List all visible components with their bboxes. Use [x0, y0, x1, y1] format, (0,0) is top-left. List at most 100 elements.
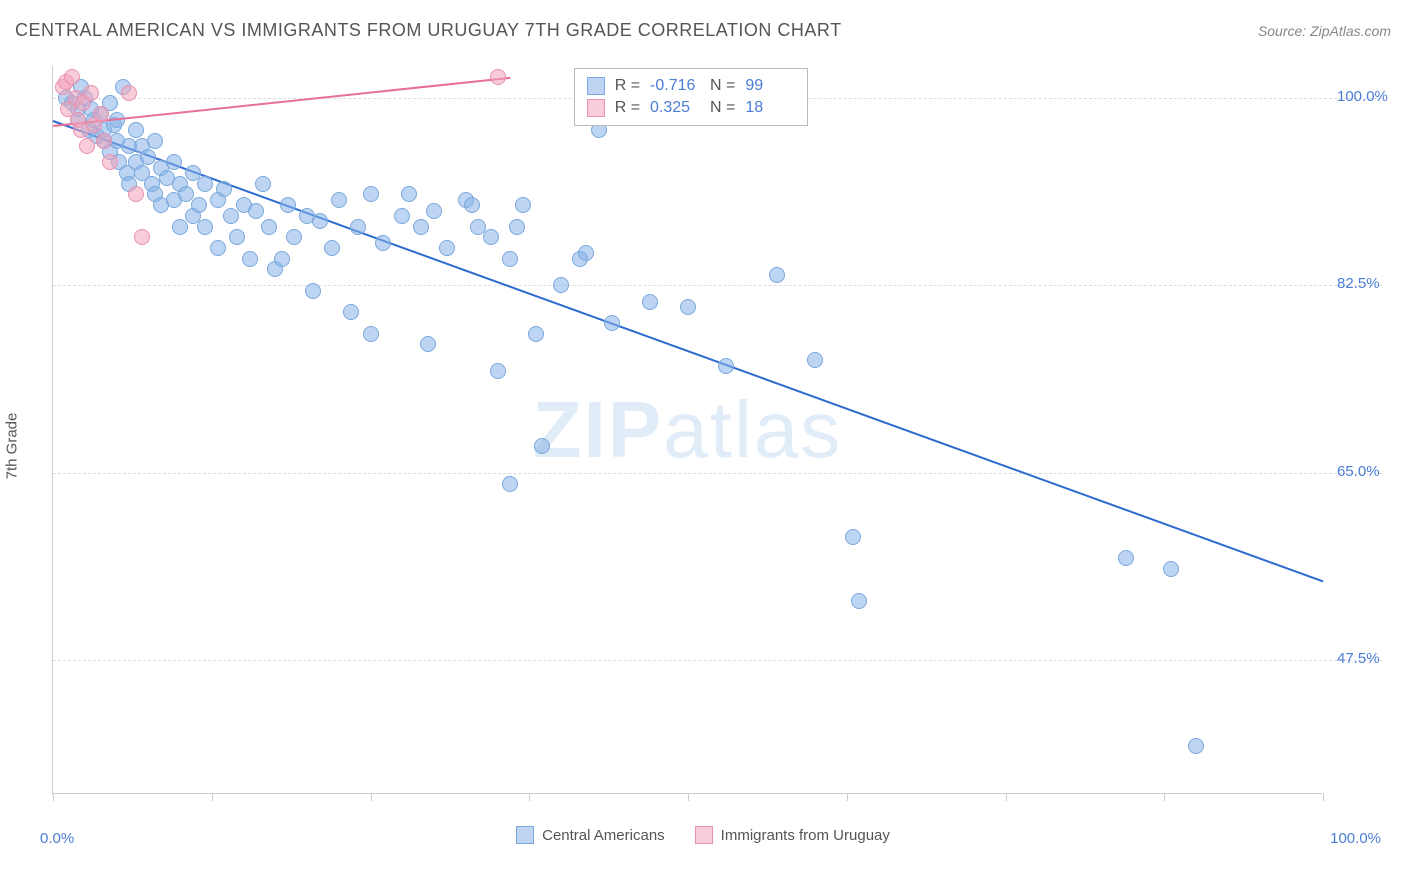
grid-line: [53, 285, 1382, 286]
data-point: [312, 213, 328, 229]
data-point: [553, 277, 569, 293]
data-point: [248, 203, 264, 219]
data-point: [128, 186, 144, 202]
x-tick: [1006, 793, 1007, 801]
data-point: [439, 240, 455, 256]
data-point: [845, 529, 861, 545]
plot-area: ZIPatlas 47.5%65.0%82.5%100.0%R =-0.716N…: [52, 66, 1322, 794]
legend-swatch: [587, 99, 605, 117]
data-point: [83, 85, 99, 101]
grid-line: [53, 660, 1382, 661]
watermark-bold: ZIP: [533, 385, 663, 474]
chart-container: CENTRAL AMERICAN VS IMMIGRANTS FROM URUG…: [0, 0, 1406, 892]
data-point: [79, 138, 95, 154]
n-label: N =: [710, 77, 735, 95]
data-point: [280, 197, 296, 213]
x-tick: [212, 793, 213, 801]
data-point: [274, 251, 290, 267]
data-point: [242, 251, 258, 267]
data-point: [502, 251, 518, 267]
r-value: 0.325: [650, 99, 700, 117]
data-point: [509, 219, 525, 235]
data-point: [502, 476, 518, 492]
data-point: [363, 326, 379, 342]
r-label: R =: [615, 77, 640, 95]
y-tick-label: 47.5%: [1337, 650, 1380, 667]
legend-label: Immigrants from Uruguay: [721, 827, 890, 844]
data-point: [286, 229, 302, 245]
data-point: [394, 208, 410, 224]
data-point: [166, 154, 182, 170]
data-point: [490, 69, 506, 85]
data-point: [375, 235, 391, 251]
data-point: [769, 267, 785, 283]
x-tick: [847, 793, 848, 801]
data-point: [305, 283, 321, 299]
data-point: [413, 219, 429, 235]
data-point: [483, 229, 499, 245]
data-point: [604, 315, 620, 331]
legend-swatch: [587, 77, 605, 95]
x-tick: [529, 793, 530, 801]
data-point: [1118, 550, 1134, 566]
data-point: [420, 336, 436, 352]
data-point: [255, 176, 271, 192]
data-point: [578, 245, 594, 261]
data-point: [96, 133, 112, 149]
data-point: [851, 593, 867, 609]
data-point: [1188, 738, 1204, 754]
data-point: [718, 358, 734, 374]
bottom-legend: Central Americans Immigrants from Uruguay: [0, 826, 1406, 844]
y-axis-label: 7th Grade: [4, 413, 21, 480]
data-point: [528, 326, 544, 342]
data-point: [363, 186, 379, 202]
data-point: [490, 363, 506, 379]
r-label: R =: [615, 99, 640, 117]
title-bar: CENTRAL AMERICAN VS IMMIGRANTS FROM URUG…: [15, 20, 1391, 41]
data-point: [210, 240, 226, 256]
data-point: [426, 203, 442, 219]
source-label: Source: ZipAtlas.com: [1258, 23, 1391, 39]
data-point: [642, 294, 658, 310]
x-tick: [371, 793, 372, 801]
data-point: [464, 197, 480, 213]
data-point: [121, 85, 137, 101]
data-point: [350, 219, 366, 235]
data-point: [261, 219, 277, 235]
data-point: [134, 229, 150, 245]
chart-title: CENTRAL AMERICAN VS IMMIGRANTS FROM URUG…: [15, 20, 842, 41]
data-point: [401, 186, 417, 202]
x-tick: [53, 793, 54, 801]
data-point: [1163, 561, 1179, 577]
watermark: ZIPatlas: [533, 384, 842, 476]
data-point: [64, 69, 80, 85]
data-point: [197, 219, 213, 235]
data-point: [534, 438, 550, 454]
data-point: [680, 299, 696, 315]
data-point: [324, 240, 340, 256]
stats-legend: R =-0.716N =99R =0.325N =18: [574, 68, 809, 126]
data-point: [515, 197, 531, 213]
data-point: [147, 133, 163, 149]
legend-swatch: [695, 826, 713, 844]
y-tick-label: 100.0%: [1337, 88, 1388, 105]
data-point: [331, 192, 347, 208]
legend-item: Central Americans: [516, 826, 665, 844]
data-point: [229, 229, 245, 245]
n-value: 18: [745, 99, 795, 117]
stats-row: R =0.325N =18: [587, 97, 796, 119]
trend-line: [53, 120, 1324, 582]
legend-item: Immigrants from Uruguay: [695, 826, 890, 844]
r-value: -0.716: [650, 77, 700, 95]
y-tick-label: 82.5%: [1337, 275, 1380, 292]
grid-line: [53, 473, 1382, 474]
data-point: [807, 352, 823, 368]
data-point: [197, 176, 213, 192]
x-tick: [1164, 793, 1165, 801]
stats-row: R = -0.716 N = 99: [587, 75, 796, 97]
legend-label: Central Americans: [542, 827, 665, 844]
x-tick: [1323, 793, 1324, 801]
data-point: [128, 122, 144, 138]
data-point: [343, 304, 359, 320]
n-value: 99: [745, 77, 795, 95]
